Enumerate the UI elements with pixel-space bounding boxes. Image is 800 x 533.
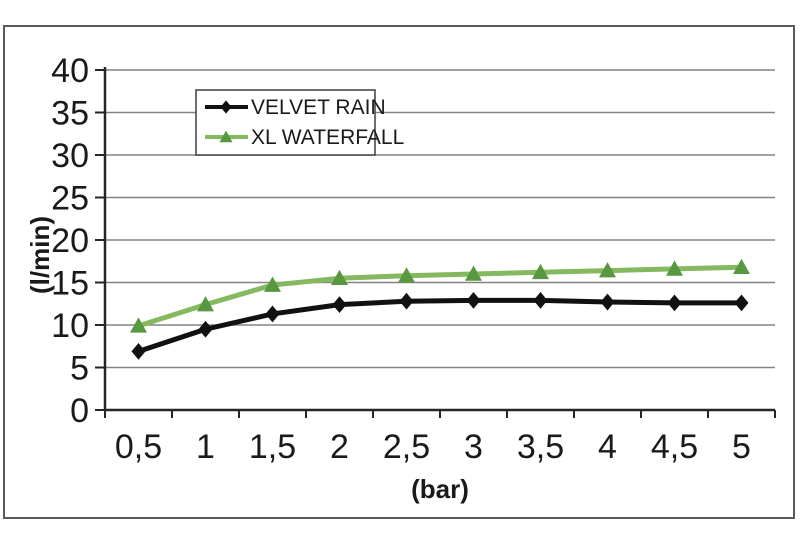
- y-tick-label: 5: [70, 350, 89, 388]
- data-point-marker: [465, 265, 482, 281]
- y-tick-label: 20: [51, 222, 89, 260]
- data-point-marker: [264, 276, 281, 292]
- x-tick-label: 1,5: [249, 428, 296, 466]
- data-point-marker: [533, 291, 548, 309]
- y-tick-label: 40: [51, 52, 89, 90]
- data-point-marker: [197, 296, 214, 312]
- series-velvet-rain: [131, 291, 749, 360]
- chart-frame: 0 5 10 15 20 25 30 35 40 0,5 1 1,5 2 2,5 3 3,5 4 4,5 5 (bar…: [3, 25, 795, 519]
- data-point-marker: [131, 342, 146, 360]
- data-point-marker: [599, 262, 616, 278]
- legend-label: XL WATERFALL: [251, 126, 404, 149]
- x-tick-label: 1: [196, 428, 215, 466]
- data-point-marker: [734, 294, 749, 312]
- data-point-marker: [398, 267, 415, 283]
- y-tick-label: 25: [51, 180, 89, 218]
- data-point-marker: [265, 305, 280, 323]
- data-point-marker: [399, 292, 414, 310]
- x-tick-label: 4: [598, 428, 617, 466]
- y-axis-title: (l/min): [25, 216, 55, 294]
- data-point-marker: [331, 269, 348, 286]
- data-point-marker: [466, 291, 481, 309]
- series-xl-waterfall: [130, 258, 750, 333]
- data-point-marker: [666, 260, 683, 276]
- y-tick-label: 15: [51, 265, 89, 303]
- flow-rate-line-chart: 0 5 10 15 20 25 30 35 40 0,5 1 1,5 2 2,5 3 3,5 4 4,5 5 (bar…: [25, 52, 776, 504]
- data-point-marker: [667, 294, 682, 312]
- legend-label: VELVET RAIN: [251, 96, 386, 119]
- y-tick-label: 35: [51, 95, 89, 133]
- x-tick-label: 0,5: [115, 428, 162, 466]
- x-tick-label: 3,5: [517, 428, 564, 466]
- data-point-marker: [332, 296, 347, 313]
- data-point-marker: [198, 320, 213, 338]
- x-tick-label: 3: [464, 428, 483, 466]
- data-point-marker: [600, 293, 615, 311]
- y-tick-label: 10: [51, 307, 89, 345]
- x-tick-label: 2,5: [383, 428, 430, 466]
- legend-item: XL WATERFALL: [205, 126, 404, 149]
- data-point-marker: [532, 263, 549, 280]
- y-tick-label: 0: [70, 392, 89, 430]
- series-line: [137, 264, 742, 329]
- diamond-icon: [220, 100, 232, 114]
- legend-item: VELVET RAIN: [205, 96, 386, 119]
- data-point-marker: [733, 258, 750, 274]
- legend: VELVET RAIN XL WATERFALL: [195, 89, 404, 156]
- triangle-icon: [219, 130, 233, 143]
- series-line: [137, 297, 742, 354]
- data-point-marker: [130, 317, 147, 333]
- x-axis-title: (bar): [411, 474, 469, 504]
- x-tick-label: 2: [330, 428, 349, 466]
- y-tick-label: 30: [51, 137, 89, 175]
- x-tick-label: 5: [732, 428, 751, 466]
- x-tick-label: 4,5: [651, 428, 698, 466]
